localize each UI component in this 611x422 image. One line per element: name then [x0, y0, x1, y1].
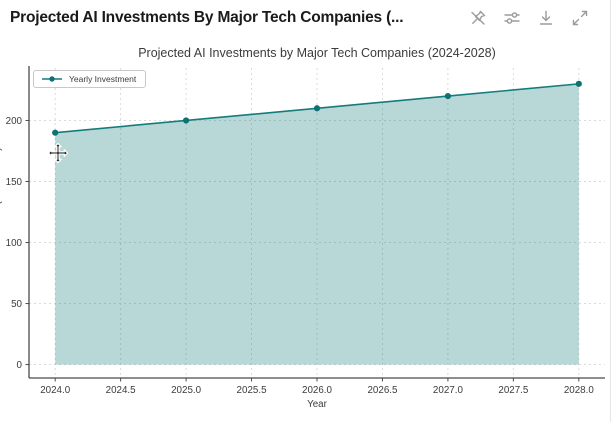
legend-line-marker-icon — [42, 76, 62, 82]
data-point-marker — [575, 80, 582, 87]
expand-icon[interactable] — [570, 8, 590, 28]
chart-title: Projected AI Investments by Major Tech C… — [138, 46, 496, 60]
widget-header: Projected AI Investments By Major Tech C… — [0, 0, 610, 36]
x-tick-label: 2027.0 — [433, 385, 464, 396]
x-tick-label: 2025.5 — [237, 385, 268, 396]
x-tick-label: 2026.5 — [367, 385, 398, 396]
data-point-marker — [313, 105, 321, 112]
x-axis-label: Year — [307, 399, 328, 410]
chart-card: Projected AI Investments by Major Tech C… — [0, 36, 611, 422]
x-tick-label: 2026.0 — [302, 385, 333, 396]
series-area — [55, 83, 579, 365]
y-tick-label: 50 — [11, 299, 22, 310]
settings-sliders-icon[interactable] — [502, 8, 522, 28]
x-tick-label: 2024.5 — [106, 385, 137, 396]
y-tick-label: 200 — [6, 116, 23, 127]
y-tick-label: 150 — [6, 177, 23, 188]
y-tick-label: 100 — [6, 238, 23, 249]
header-toolbar — [468, 8, 600, 28]
y-tick-label: 0 — [17, 360, 23, 371]
data-point-marker — [182, 117, 190, 124]
download-icon[interactable] — [536, 8, 556, 28]
legend-label: Yearly Investment — [69, 73, 137, 84]
unpin-icon[interactable] — [468, 8, 488, 28]
x-tick-label: 2027.5 — [498, 385, 529, 396]
data-point-marker — [444, 92, 452, 100]
x-tick-label: 2028.0 — [564, 385, 595, 396]
data-point-marker — [52, 129, 59, 136]
y-axis-label: Investment Amount (Billion USD) — [0, 147, 3, 293]
widget-title: Projected AI Investments By Major Tech C… — [10, 9, 404, 26]
legend: Yearly Investment — [33, 70, 147, 88]
x-tick-label: 2025.0 — [171, 385, 202, 396]
x-tick-label: 2024.0 — [40, 385, 71, 396]
plot-area[interactable]: 2024.0 2024.5 2025.0 2025.5 2026.0 2026.5 2027… — [0, 36, 611, 422]
